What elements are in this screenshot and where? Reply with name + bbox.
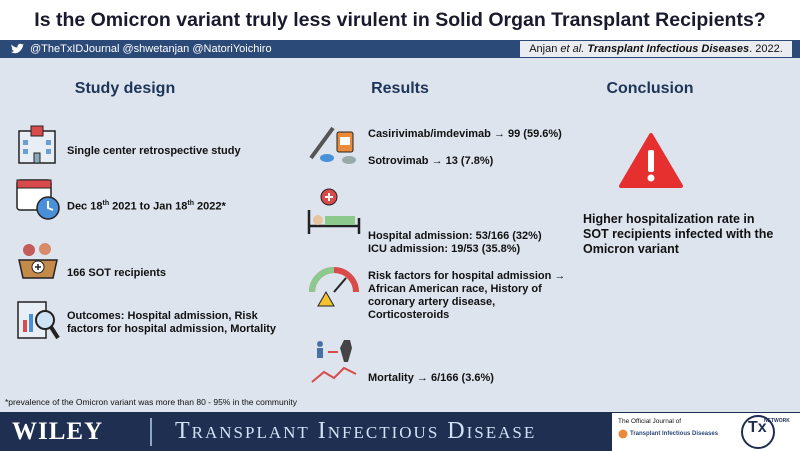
risk-gauge-icon xyxy=(309,267,359,307)
section-heading: Study design xyxy=(74,80,176,97)
citation-year: . 2022. xyxy=(749,43,783,55)
treatment-text: Sotrovimab → 13 (7.8%) xyxy=(368,155,494,167)
network-text: NETWORK xyxy=(764,418,790,424)
mortality-text: Mortality → 6/166 (3.6%) xyxy=(368,372,494,384)
twitter-handles: @TheTxIDJournal @shwetanjan @NatoriYoich… xyxy=(30,43,272,55)
organ-basket-icon xyxy=(18,243,58,279)
mortality-icon xyxy=(311,340,357,383)
medication-icon xyxy=(309,126,356,164)
text: Dec 18 xyxy=(67,200,103,213)
calendar-icon xyxy=(16,179,60,220)
outcomes-text: Outcomes: Hospital admission, Risk facto… xyxy=(67,310,277,335)
official-journal: The Official Journal of xyxy=(618,418,682,425)
population-text: 166 SOT recipients xyxy=(67,267,167,279)
twitter-icon xyxy=(11,43,24,54)
citation-journal: Transplant Infectious Diseases xyxy=(584,43,750,55)
admission-text: Hospital admission: 53/166 (32%) xyxy=(368,230,542,242)
footnote: *prevalence of the Omicron variant was m… xyxy=(5,397,297,407)
network-logo: Tx xyxy=(748,419,767,436)
superscript: th xyxy=(187,200,194,207)
text: 2022* xyxy=(193,200,226,213)
society-name: Transplant Infectious Diseases xyxy=(630,431,719,437)
analysis-icon xyxy=(17,301,60,340)
citation: Anjan et al. Transplant Infectious Disea… xyxy=(520,41,792,57)
citation-authors: Anjan xyxy=(529,43,561,55)
warning-icon xyxy=(619,133,683,188)
network-logo-ring xyxy=(741,415,775,449)
section-heading: Results xyxy=(371,80,429,97)
treatment-text: Casirivimab/imdevimab → 99 (59.6%) xyxy=(368,128,562,140)
text: 2021 to Jan 18 xyxy=(109,200,188,213)
publisher: WILEY xyxy=(12,418,104,445)
hospital-icon xyxy=(18,125,56,164)
conclusion-text: Higher hospitalization rate in SOT recip… xyxy=(583,212,774,256)
journal-name: Transplant Infectious Disease xyxy=(175,418,537,444)
title: Is the Omicron variant truly less virule… xyxy=(0,0,800,40)
risk-factors-text: Risk factors for hospital admission → Af… xyxy=(368,270,566,321)
dates-text: Dec 18th 2021 to Jan 18th 2022* xyxy=(67,197,226,214)
section-heading: Conclusion xyxy=(606,80,694,97)
citation-etal: et al. xyxy=(560,43,585,55)
design-text: Single center retrospective study xyxy=(67,145,241,157)
separator xyxy=(150,418,152,446)
admission-text: ICU admission: 19/53 (35.8%) xyxy=(368,243,521,255)
superscript: th xyxy=(102,200,110,207)
hospital-bed-icon xyxy=(307,188,361,234)
society-icon xyxy=(618,429,628,439)
